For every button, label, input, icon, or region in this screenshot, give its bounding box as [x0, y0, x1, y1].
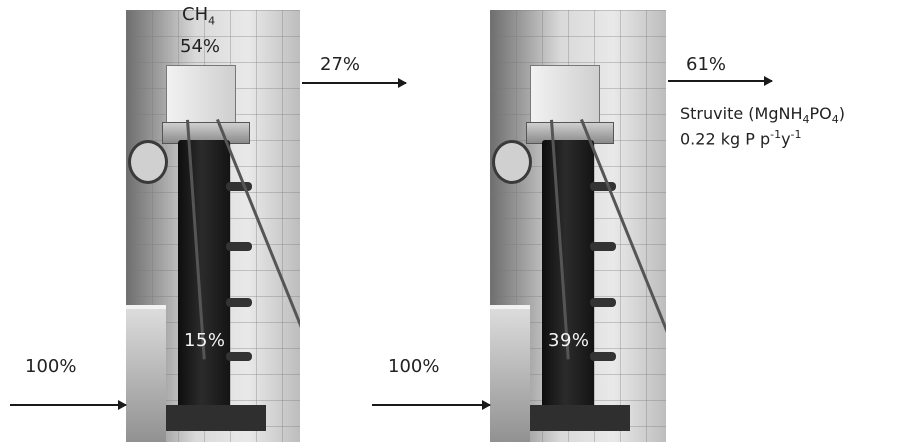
reactor-column — [178, 140, 230, 415]
reactor-head — [530, 65, 600, 123]
left-output-arrow — [302, 78, 407, 88]
lab-shelf — [490, 305, 530, 442]
struvite-rate: 0.22 kg P p-1y-1 — [680, 128, 802, 149]
sample-port — [590, 242, 616, 251]
left-input-arrow — [10, 400, 127, 410]
sample-port — [590, 298, 616, 307]
in-reactor-percentage: 15% — [184, 330, 226, 351]
right-input-arrow — [372, 400, 491, 410]
lab-shelf — [126, 305, 166, 442]
sample-port — [226, 352, 252, 361]
right-output-percentage: 61% — [686, 54, 727, 75]
reactor-base — [166, 405, 266, 431]
sample-port — [226, 298, 252, 307]
left-input-percentage: 100% — [25, 356, 77, 377]
reactor-photo-left: 15% — [126, 10, 300, 442]
sample-port — [226, 182, 252, 191]
reactor-photo-right: 39% — [490, 10, 666, 442]
pressure-gauge — [492, 140, 532, 184]
sample-port — [590, 352, 616, 361]
sample-port — [226, 242, 252, 251]
left-output-percentage: 27% — [320, 54, 361, 75]
methane-percentage: 54% — [180, 36, 221, 57]
right-output-arrow — [668, 76, 773, 86]
sample-port — [590, 182, 616, 191]
in-reactor-percentage: 39% — [548, 330, 590, 351]
reactor-base — [530, 405, 630, 431]
reactor-column — [542, 140, 594, 415]
struvite-label: Struvite (MgNH4PO4) — [680, 104, 845, 127]
reactor-head — [166, 65, 236, 123]
pressure-gauge — [128, 140, 168, 184]
right-input-percentage: 100% — [388, 356, 440, 377]
methane-label: CH4 — [182, 4, 216, 28]
